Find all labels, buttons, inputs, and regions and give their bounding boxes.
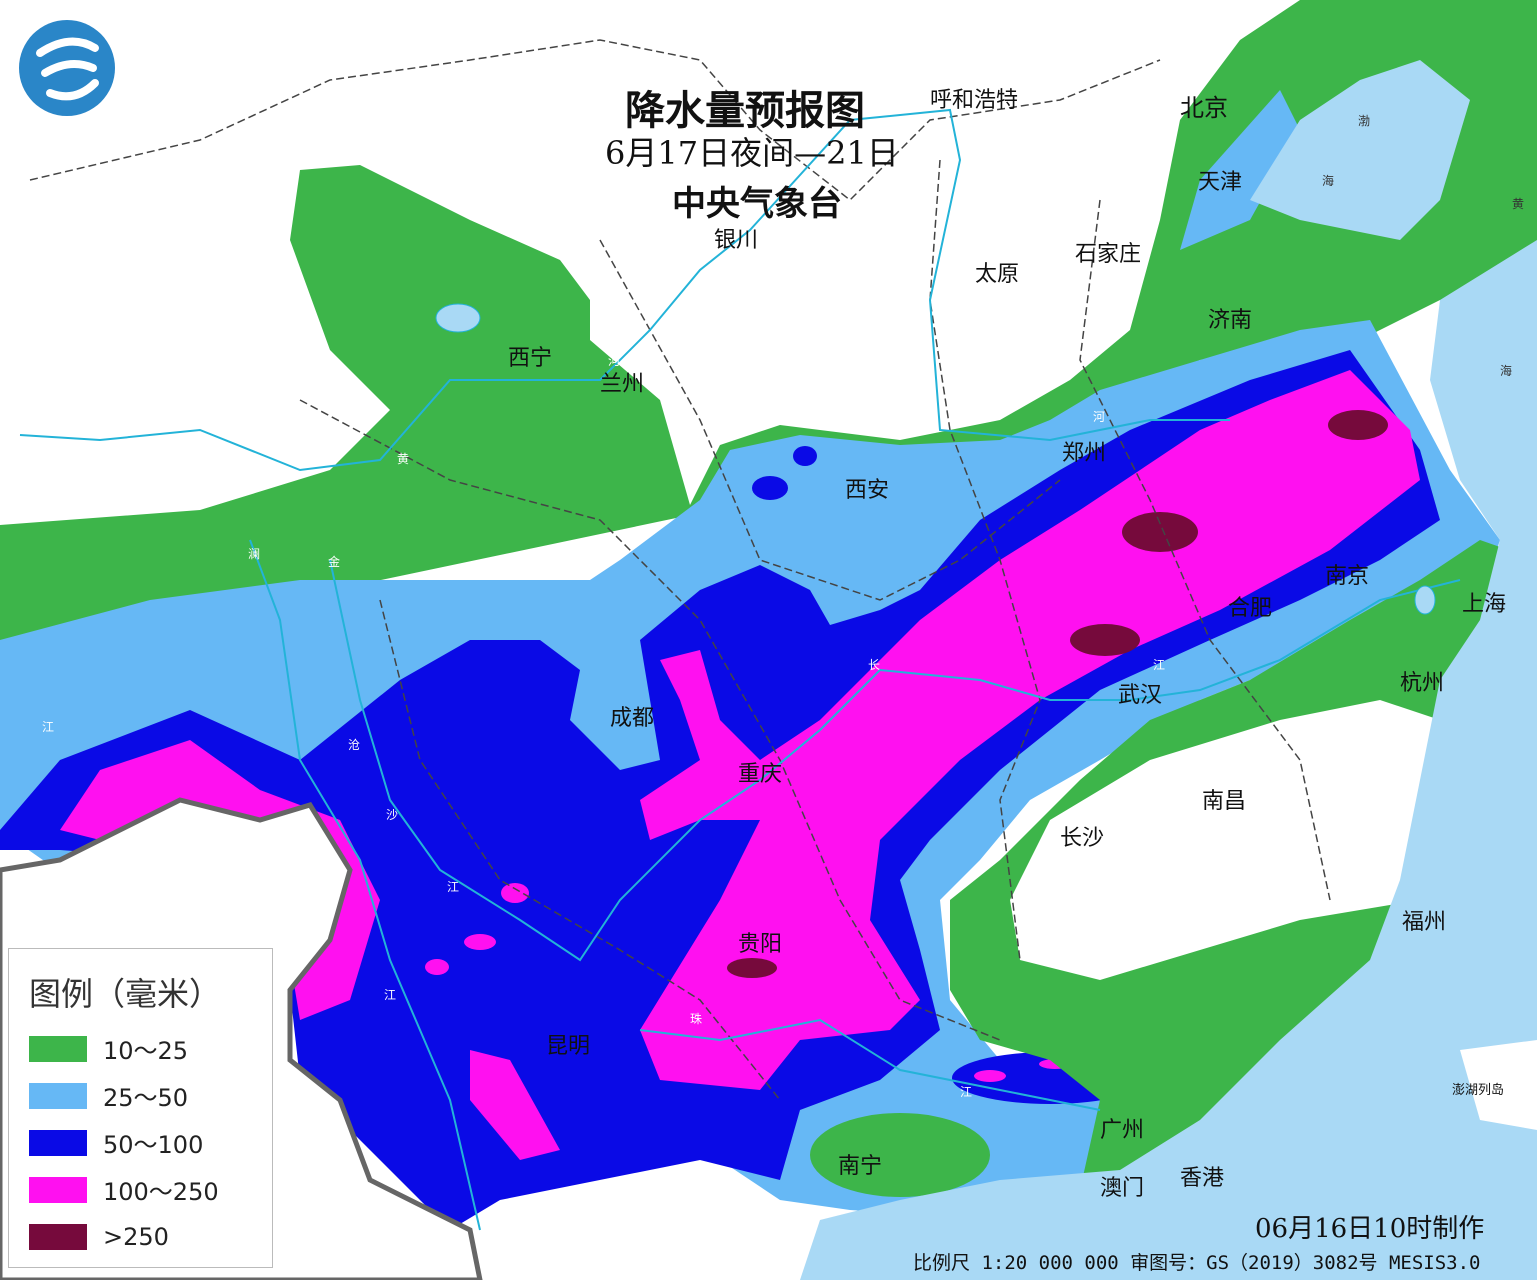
city-label: 广州	[1100, 1118, 1145, 1143]
river-label: 澜	[248, 547, 261, 561]
city-label: 南宁	[838, 1154, 883, 1179]
band-10-25-north	[0, 0, 1537, 660]
city-label: 太原	[975, 262, 1020, 287]
legend-label: 50～100	[103, 1131, 204, 1159]
river-label: 长	[868, 658, 881, 672]
legend-label: >250	[103, 1222, 169, 1251]
legend-item: 10～25	[9, 1025, 272, 1072]
legend-item: 50～100	[9, 1119, 272, 1166]
city-label: 济南	[1208, 308, 1253, 333]
legend-item: >250	[9, 1213, 272, 1260]
agency-name: 中央气象台	[672, 184, 842, 224]
city-label: 成都	[610, 706, 655, 731]
river-label: 江	[447, 880, 460, 894]
river-label: 沧	[348, 738, 361, 752]
legend-swatch	[29, 1035, 87, 1062]
sea-label: 渤	[1358, 114, 1371, 128]
rivers	[19, 108, 1461, 1231]
legend: 图例（毫米） 10～25 25～50 50～100 100～250 >250	[8, 948, 273, 1268]
river-label: 沙	[386, 808, 399, 822]
island-label: 澎湖列岛	[1452, 1083, 1505, 1098]
city-label: 贵阳	[738, 932, 783, 957]
river-label: 江	[42, 720, 55, 734]
sea-label: 黄	[1512, 197, 1525, 211]
river-label: 河	[1093, 410, 1106, 424]
river-label: 金	[328, 555, 341, 569]
city-label: 澳门	[1100, 1176, 1145, 1201]
river-label: 黄	[397, 452, 410, 466]
city-label: 南京	[1325, 564, 1370, 589]
sea-label: 海	[1322, 174, 1335, 188]
legend-swatch	[29, 1176, 87, 1203]
river-label: 江	[384, 988, 397, 1002]
legend-swatch	[29, 1129, 87, 1156]
river-label: 河	[608, 354, 621, 368]
city-label: 西安	[845, 478, 890, 503]
map-title: 降水量预报图	[625, 87, 865, 134]
legend-swatch	[29, 1223, 87, 1250]
city-label: 西宁	[508, 346, 553, 371]
city-label: 合肥	[1228, 596, 1273, 621]
city-label: 杭州	[1400, 671, 1445, 696]
city-label: 天津	[1198, 170, 1243, 195]
city-label: 香港	[1180, 1166, 1225, 1191]
scale-and-approval: 比例尺 1:20 000 000 审图号：GS（2019）3082号 MESIS…	[913, 1252, 1481, 1274]
legend-item: 25～50	[9, 1072, 272, 1119]
legend-title: 图例（毫米）	[29, 975, 222, 1013]
city-label: 福州	[1402, 910, 1447, 935]
sea-label: 海	[1500, 364, 1513, 378]
city-label: 兰州	[600, 372, 645, 397]
river-label: 江	[1153, 658, 1166, 672]
river-label: 珠	[690, 1012, 703, 1026]
map-subtitle: 6月17日夜间—21日	[605, 134, 899, 172]
city-label: 上海	[1462, 592, 1507, 617]
river-label: 江	[960, 1085, 973, 1099]
city-label: 郑州	[1062, 441, 1107, 466]
city-label: 重庆	[738, 762, 783, 787]
city-label: 呼和浩特	[930, 88, 1019, 113]
sea	[800, 240, 1537, 1280]
city-label: 银川	[714, 228, 759, 253]
legend-label: 10～25	[103, 1037, 189, 1065]
legend-swatch	[29, 1082, 87, 1109]
city-label: 昆明	[546, 1034, 591, 1059]
band-gt250	[727, 410, 1388, 978]
city-label: 武汉	[1118, 683, 1163, 708]
city-label: 长沙	[1060, 826, 1105, 851]
legend-item: 100～250	[9, 1166, 272, 1213]
city-label: 石家庄	[1075, 242, 1142, 267]
city-label: 南昌	[1202, 789, 1247, 814]
city-label: 北京	[1180, 94, 1228, 122]
legend-label: 100～250	[103, 1178, 219, 1206]
production-time: 06月16日10时制作	[1255, 1214, 1485, 1244]
legend-label: 25～50	[103, 1084, 189, 1112]
cma-logo	[19, 20, 115, 116]
